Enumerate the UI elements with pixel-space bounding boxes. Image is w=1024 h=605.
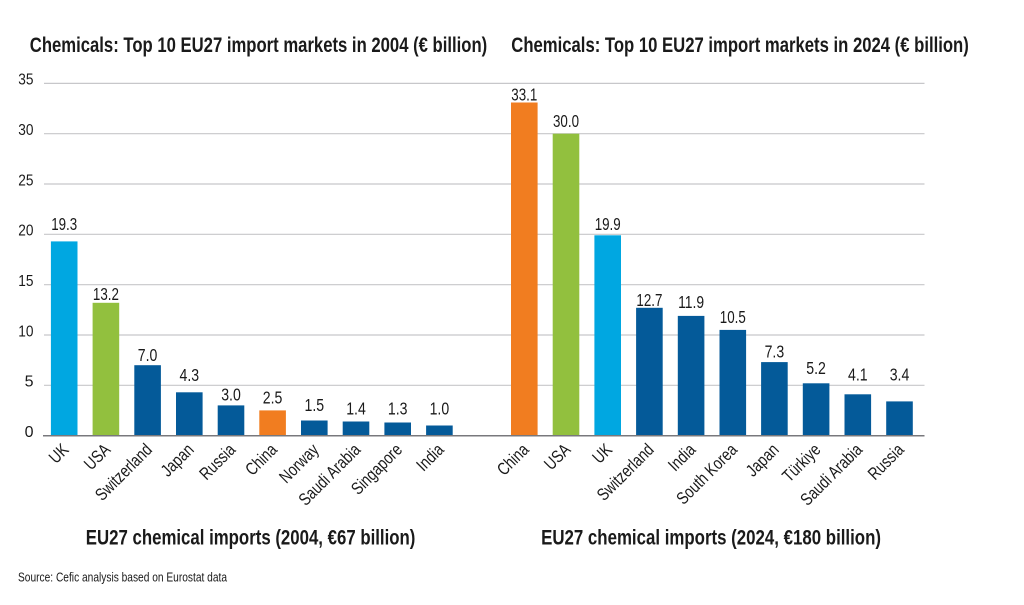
svg-text:15: 15: [18, 273, 33, 290]
svg-text:25: 25: [18, 172, 33, 189]
svg-text:33.1: 33.1: [511, 84, 537, 104]
svg-text:Source: Cefic analysis based o: Source: Cefic analysis based on Eurostat…: [18, 570, 228, 585]
svg-text:10.5: 10.5: [720, 307, 746, 327]
svg-text:0: 0: [25, 424, 34, 441]
svg-text:3.0: 3.0: [221, 384, 241, 404]
svg-text:10: 10: [18, 323, 33, 340]
svg-text:EU27 chemical imports (2004, €: EU27 chemical imports (2004, €67 billion…: [86, 527, 416, 550]
svg-text:3.4: 3.4: [890, 364, 910, 384]
svg-text:EU27 chemical imports (2024, €: EU27 chemical imports (2024, €180 billio…: [541, 527, 881, 550]
svg-text:1.5: 1.5: [305, 395, 325, 415]
svg-text:13.2: 13.2: [93, 284, 119, 304]
svg-text:19.3: 19.3: [51, 214, 77, 234]
svg-text:7.3: 7.3: [765, 341, 785, 361]
svg-text:35: 35: [18, 72, 33, 89]
svg-text:Chemicals: Top 10 EU27 import: Chemicals: Top 10 EU27 import markets in…: [511, 33, 969, 57]
svg-text:4.3: 4.3: [180, 365, 200, 385]
svg-text:7.0: 7.0: [138, 345, 158, 365]
svg-text:19.9: 19.9: [595, 214, 621, 234]
svg-text:1.3: 1.3: [388, 399, 408, 419]
svg-text:20: 20: [18, 223, 33, 240]
svg-text:Chemicals: Top 10 EU27 import: Chemicals: Top 10 EU27 import markets in…: [30, 33, 487, 57]
svg-text:1.0: 1.0: [430, 398, 450, 418]
svg-text:1.4: 1.4: [346, 399, 366, 419]
svg-text:30.0: 30.0: [553, 111, 579, 131]
svg-text:30: 30: [18, 122, 33, 139]
svg-text:2.5: 2.5: [263, 388, 283, 408]
svg-text:12.7: 12.7: [636, 290, 662, 310]
svg-text:5: 5: [25, 374, 34, 391]
svg-text:5.2: 5.2: [806, 358, 826, 378]
svg-text:11.9: 11.9: [678, 292, 704, 312]
svg-text:4.1: 4.1: [848, 365, 868, 385]
